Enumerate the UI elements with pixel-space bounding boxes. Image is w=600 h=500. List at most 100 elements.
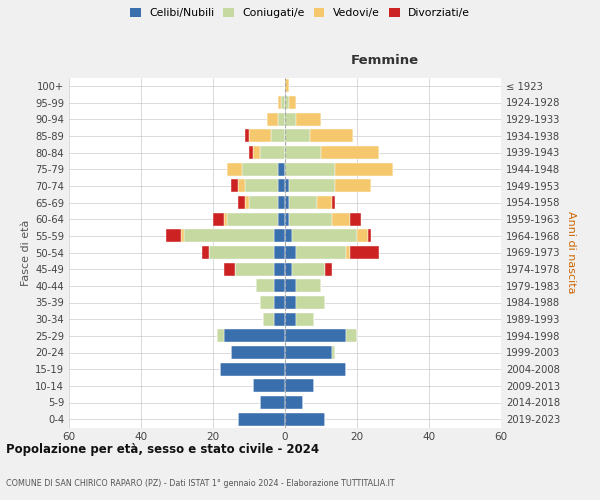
- Bar: [285, 296, 296, 309]
- Bar: [274, 296, 285, 309]
- Bar: [242, 162, 278, 175]
- Bar: [285, 196, 289, 209]
- Bar: [285, 246, 296, 259]
- Bar: [202, 246, 209, 259]
- Bar: [285, 80, 289, 92]
- Bar: [260, 296, 274, 309]
- Bar: [213, 212, 224, 226]
- Bar: [231, 346, 285, 359]
- Bar: [285, 230, 292, 242]
- Bar: [285, 96, 289, 109]
- Bar: [289, 96, 296, 109]
- Bar: [256, 280, 274, 292]
- Bar: [317, 196, 332, 209]
- Bar: [346, 330, 357, 342]
- Bar: [238, 196, 245, 209]
- Text: Popolazione per età, sesso e stato civile - 2024: Popolazione per età, sesso e stato civil…: [6, 442, 319, 456]
- Bar: [296, 280, 321, 292]
- Bar: [335, 162, 393, 175]
- Bar: [281, 96, 285, 109]
- Bar: [271, 130, 285, 142]
- Bar: [263, 312, 274, 326]
- Bar: [296, 296, 325, 309]
- Bar: [285, 280, 296, 292]
- Bar: [289, 196, 317, 209]
- Bar: [285, 130, 310, 142]
- Y-axis label: Fasce di età: Fasce di età: [21, 220, 31, 286]
- Bar: [278, 212, 285, 226]
- Bar: [285, 112, 296, 126]
- Bar: [245, 196, 249, 209]
- Bar: [292, 230, 357, 242]
- Bar: [285, 162, 335, 175]
- Bar: [224, 262, 235, 276]
- Bar: [267, 112, 278, 126]
- Text: COMUNE DI SAN CHIRICO RAPARO (PZ) - Dati ISTAT 1° gennaio 2024 - Elaborazione TU: COMUNE DI SAN CHIRICO RAPARO (PZ) - Dati…: [6, 479, 395, 488]
- Bar: [296, 312, 314, 326]
- Bar: [285, 212, 289, 226]
- Bar: [278, 162, 285, 175]
- Bar: [274, 280, 285, 292]
- Bar: [249, 130, 271, 142]
- Bar: [253, 146, 260, 159]
- Bar: [285, 396, 303, 409]
- Bar: [217, 330, 224, 342]
- Bar: [357, 230, 368, 242]
- Bar: [285, 180, 289, 192]
- Bar: [350, 246, 379, 259]
- Bar: [184, 230, 274, 242]
- Bar: [325, 262, 332, 276]
- Bar: [285, 312, 296, 326]
- Bar: [285, 380, 314, 392]
- Bar: [285, 330, 346, 342]
- Text: Femmine: Femmine: [350, 54, 418, 67]
- Bar: [278, 112, 285, 126]
- Bar: [285, 346, 332, 359]
- Bar: [321, 146, 379, 159]
- Bar: [235, 262, 274, 276]
- Bar: [292, 262, 325, 276]
- Bar: [332, 196, 335, 209]
- Bar: [368, 230, 371, 242]
- Bar: [274, 230, 285, 242]
- Bar: [274, 312, 285, 326]
- Bar: [335, 180, 371, 192]
- Bar: [332, 212, 350, 226]
- Bar: [209, 246, 274, 259]
- Bar: [249, 146, 253, 159]
- Bar: [278, 96, 281, 109]
- Bar: [278, 180, 285, 192]
- Bar: [346, 246, 350, 259]
- Bar: [224, 330, 285, 342]
- Bar: [224, 212, 227, 226]
- Bar: [260, 146, 285, 159]
- Bar: [285, 146, 321, 159]
- Bar: [310, 130, 353, 142]
- Bar: [260, 396, 285, 409]
- Bar: [350, 212, 361, 226]
- Y-axis label: Anni di nascita: Anni di nascita: [566, 211, 576, 294]
- Bar: [296, 112, 321, 126]
- Bar: [227, 212, 278, 226]
- Bar: [296, 246, 346, 259]
- Bar: [285, 362, 346, 376]
- Bar: [181, 230, 184, 242]
- Bar: [231, 180, 238, 192]
- Bar: [238, 412, 285, 426]
- Bar: [238, 180, 245, 192]
- Bar: [166, 230, 181, 242]
- Bar: [274, 246, 285, 259]
- Bar: [249, 196, 278, 209]
- Bar: [285, 262, 292, 276]
- Bar: [289, 180, 335, 192]
- Bar: [278, 196, 285, 209]
- Bar: [289, 212, 332, 226]
- Bar: [245, 180, 278, 192]
- Bar: [332, 346, 335, 359]
- Bar: [274, 262, 285, 276]
- Bar: [253, 380, 285, 392]
- Legend: Celibi/Nubili, Coniugati/e, Vedovi/e, Divorziati/e: Celibi/Nubili, Coniugati/e, Vedovi/e, Di…: [128, 6, 472, 20]
- Bar: [285, 412, 325, 426]
- Bar: [220, 362, 285, 376]
- Bar: [245, 130, 249, 142]
